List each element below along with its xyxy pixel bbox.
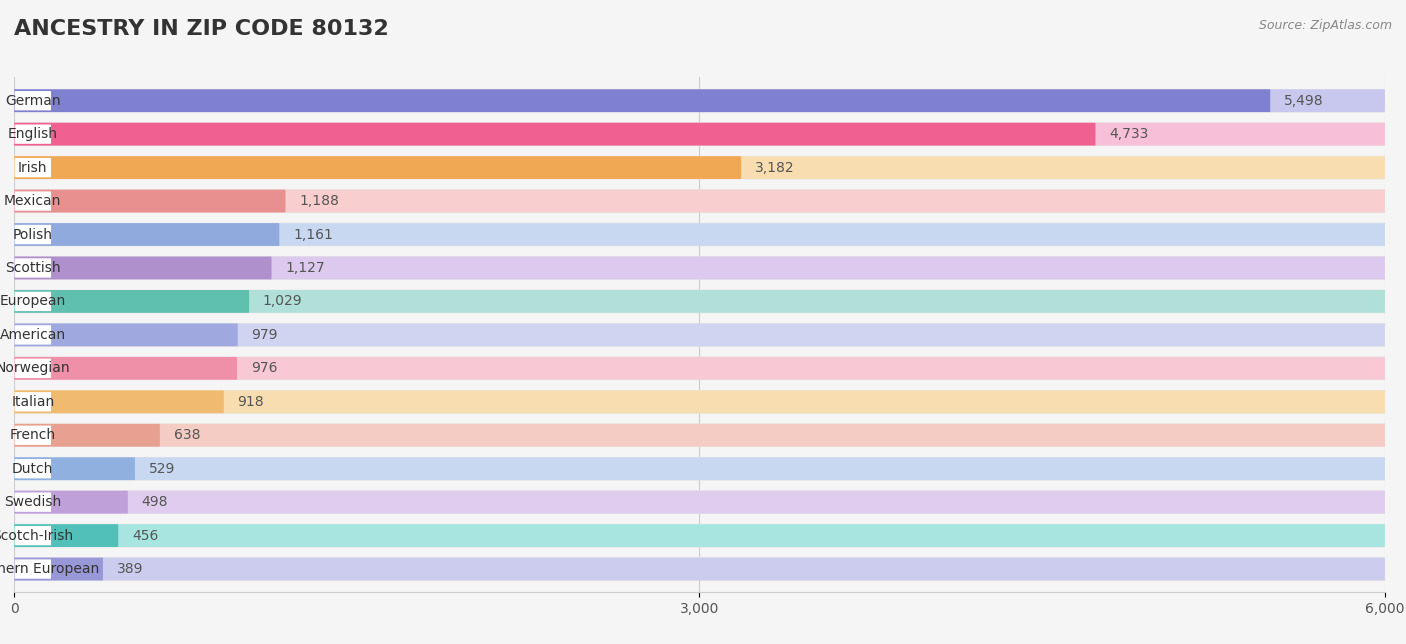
Text: Norwegian: Norwegian	[0, 361, 70, 375]
FancyBboxPatch shape	[14, 223, 280, 246]
Text: Dutch: Dutch	[13, 462, 53, 476]
Text: European: European	[0, 294, 66, 308]
FancyBboxPatch shape	[14, 457, 1385, 480]
FancyBboxPatch shape	[14, 524, 1385, 547]
Text: 5,498: 5,498	[1284, 93, 1323, 108]
Text: Northern European: Northern European	[0, 562, 98, 576]
FancyBboxPatch shape	[14, 158, 51, 177]
FancyBboxPatch shape	[14, 256, 271, 279]
FancyBboxPatch shape	[14, 560, 51, 579]
FancyBboxPatch shape	[14, 256, 1385, 279]
FancyBboxPatch shape	[14, 323, 1385, 346]
Text: 1,188: 1,188	[299, 194, 339, 208]
Text: 389: 389	[117, 562, 143, 576]
Text: 1,029: 1,029	[263, 294, 302, 308]
Text: 498: 498	[142, 495, 169, 509]
FancyBboxPatch shape	[14, 357, 1385, 380]
FancyBboxPatch shape	[14, 457, 1385, 480]
FancyBboxPatch shape	[14, 558, 1385, 580]
FancyBboxPatch shape	[14, 90, 1270, 112]
FancyBboxPatch shape	[14, 123, 1385, 146]
Text: German: German	[6, 93, 60, 108]
FancyBboxPatch shape	[14, 290, 1385, 313]
FancyBboxPatch shape	[14, 190, 1385, 213]
FancyBboxPatch shape	[14, 558, 1385, 580]
FancyBboxPatch shape	[14, 392, 51, 412]
FancyBboxPatch shape	[14, 491, 1385, 513]
FancyBboxPatch shape	[14, 156, 1385, 179]
FancyBboxPatch shape	[14, 90, 1385, 112]
FancyBboxPatch shape	[14, 190, 285, 213]
FancyBboxPatch shape	[14, 123, 1095, 146]
FancyBboxPatch shape	[14, 191, 51, 211]
FancyBboxPatch shape	[14, 357, 1385, 380]
FancyBboxPatch shape	[14, 524, 118, 547]
FancyBboxPatch shape	[14, 123, 1385, 146]
FancyBboxPatch shape	[14, 190, 1385, 213]
FancyBboxPatch shape	[14, 124, 51, 144]
FancyBboxPatch shape	[14, 290, 1385, 313]
FancyBboxPatch shape	[14, 91, 51, 110]
FancyBboxPatch shape	[14, 390, 1385, 413]
FancyBboxPatch shape	[14, 323, 238, 346]
FancyBboxPatch shape	[14, 290, 249, 313]
Text: 456: 456	[132, 529, 159, 543]
FancyBboxPatch shape	[14, 357, 238, 380]
FancyBboxPatch shape	[14, 426, 51, 445]
FancyBboxPatch shape	[14, 390, 224, 413]
FancyBboxPatch shape	[14, 526, 51, 545]
FancyBboxPatch shape	[14, 223, 1385, 246]
Text: 4,733: 4,733	[1109, 127, 1149, 141]
FancyBboxPatch shape	[14, 325, 51, 345]
Text: 976: 976	[250, 361, 277, 375]
FancyBboxPatch shape	[14, 359, 51, 378]
FancyBboxPatch shape	[14, 457, 135, 480]
Text: French: French	[10, 428, 56, 442]
Text: 529: 529	[149, 462, 174, 476]
Text: American: American	[0, 328, 66, 342]
FancyBboxPatch shape	[14, 292, 51, 311]
FancyBboxPatch shape	[14, 156, 741, 179]
FancyBboxPatch shape	[14, 491, 128, 513]
Text: Irish: Irish	[18, 160, 48, 175]
Text: 918: 918	[238, 395, 264, 409]
Text: 3,182: 3,182	[755, 160, 794, 175]
Text: 1,161: 1,161	[292, 227, 333, 242]
Text: Polish: Polish	[13, 227, 53, 242]
Text: English: English	[8, 127, 58, 141]
FancyBboxPatch shape	[14, 156, 1385, 179]
FancyBboxPatch shape	[14, 256, 1385, 279]
FancyBboxPatch shape	[14, 223, 1385, 246]
Text: Source: ZipAtlas.com: Source: ZipAtlas.com	[1258, 19, 1392, 32]
FancyBboxPatch shape	[14, 424, 1385, 447]
Text: Italian: Italian	[11, 395, 55, 409]
FancyBboxPatch shape	[14, 424, 1385, 447]
FancyBboxPatch shape	[14, 491, 1385, 513]
FancyBboxPatch shape	[14, 225, 51, 244]
FancyBboxPatch shape	[14, 323, 1385, 346]
FancyBboxPatch shape	[14, 524, 1385, 547]
Text: Mexican: Mexican	[4, 194, 62, 208]
FancyBboxPatch shape	[14, 459, 51, 478]
FancyBboxPatch shape	[14, 493, 51, 512]
Text: 638: 638	[173, 428, 200, 442]
Text: Swedish: Swedish	[4, 495, 62, 509]
Text: 1,127: 1,127	[285, 261, 325, 275]
FancyBboxPatch shape	[14, 258, 51, 278]
FancyBboxPatch shape	[14, 390, 1385, 413]
Text: ANCESTRY IN ZIP CODE 80132: ANCESTRY IN ZIP CODE 80132	[14, 19, 389, 39]
FancyBboxPatch shape	[14, 90, 1385, 112]
Text: 979: 979	[252, 328, 278, 342]
Text: Scottish: Scottish	[6, 261, 60, 275]
Text: Scotch-Irish: Scotch-Irish	[0, 529, 73, 543]
FancyBboxPatch shape	[14, 558, 103, 580]
FancyBboxPatch shape	[14, 424, 160, 447]
